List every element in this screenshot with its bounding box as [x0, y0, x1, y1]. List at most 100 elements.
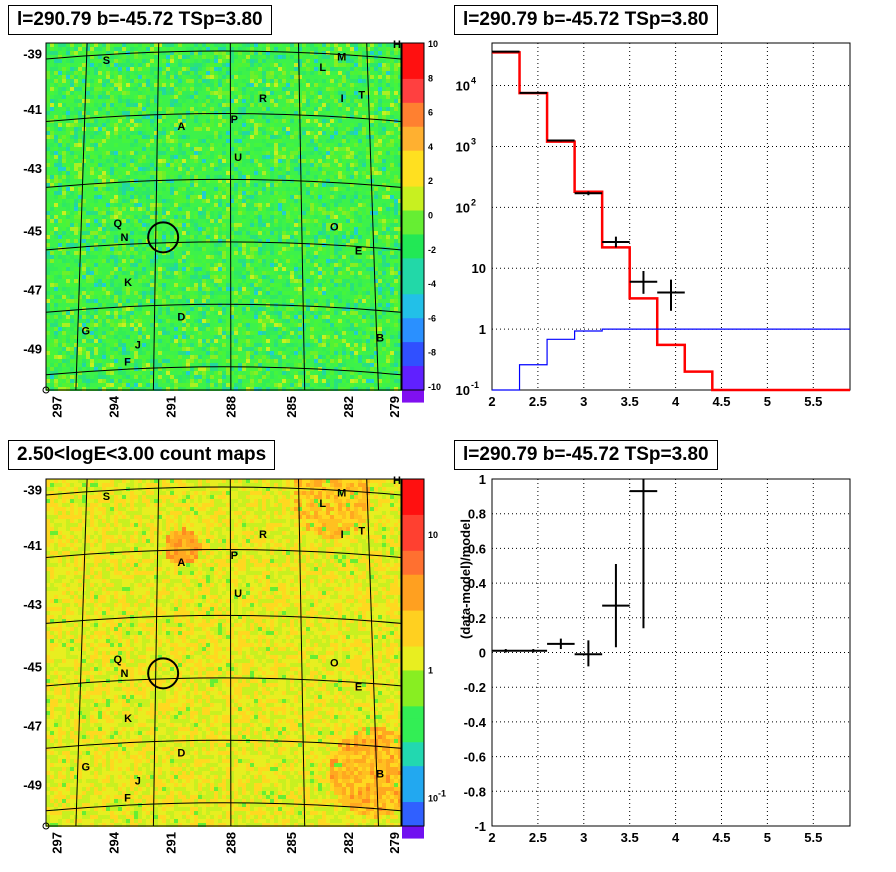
map-top-pixel: [394, 263, 398, 267]
map-top-pixel: [274, 187, 278, 191]
map-top-pixel: [278, 95, 282, 99]
map-top-pixel: [58, 111, 62, 115]
map-top-pixel: [66, 195, 70, 199]
map-top-pixel: [198, 143, 202, 147]
map-top-pixel: [294, 43, 298, 47]
map-top-pixel: [378, 143, 382, 147]
map-top-pixel: [90, 79, 94, 83]
map-top-pixel: [310, 223, 314, 227]
map-top-pixel: [182, 195, 186, 199]
spectrum-title: l=290.79 b=-45.72 TSp=3.80: [454, 5, 718, 35]
map-top-pixel: [210, 171, 214, 175]
map-top-pixel: [62, 75, 66, 79]
map-top-pixel: [386, 215, 390, 219]
map-top-pixel: [394, 235, 398, 239]
map-top-pixel: [310, 119, 314, 123]
map-top-pixel: [350, 115, 354, 119]
map-top-pixel: [50, 171, 54, 175]
map-top-pixel: [234, 203, 238, 207]
map-top-pixel: [214, 139, 218, 143]
map-top-pixel: [182, 59, 186, 63]
map-top-pixel: [102, 139, 106, 143]
map-top-pixel: [182, 171, 186, 175]
map-top-pixel: [318, 99, 322, 103]
map-top-pixel: [126, 107, 130, 111]
map-top-pixel: [190, 107, 194, 111]
map-top-pixel: [334, 203, 338, 207]
map-top-pixel: [242, 143, 246, 147]
map-top-pixel: [50, 175, 54, 179]
map-top-pixel: [342, 79, 346, 83]
map-top-pixel: [166, 247, 170, 251]
map-top-pixel: [222, 215, 226, 219]
map-top-pixel: [246, 87, 250, 91]
map-top-pixel: [202, 215, 206, 219]
map-top-pixel: [222, 175, 226, 179]
map-top-pixel: [310, 139, 314, 143]
map-top-pixel: [134, 143, 138, 147]
map-top-pixel: [138, 91, 142, 95]
map-top-pixel: [166, 91, 170, 95]
map-top-pixel: [318, 151, 322, 155]
map-top-pixel: [254, 191, 258, 195]
map-top-pixel: [378, 111, 382, 115]
map-top-pixel: [114, 107, 118, 111]
map-top-pixel: [186, 227, 190, 231]
map-top-pixel: [358, 223, 362, 227]
map-top-pixel: [170, 255, 174, 259]
map-top-pixel: [186, 195, 190, 199]
map-top-pixel: [110, 247, 114, 251]
map-top-pixel: [90, 151, 94, 155]
map-top-pixel: [46, 147, 50, 151]
map-top-pixel: [114, 199, 118, 203]
map-top-pixel: [186, 111, 190, 115]
map-top-pixel: [234, 51, 238, 55]
map-top-pixel: [322, 47, 326, 51]
map-top-pixel: [234, 79, 238, 83]
map-top-pixel: [178, 139, 182, 143]
map-top-pixel: [66, 43, 70, 47]
map-top-pixel: [82, 115, 86, 119]
map-top-pixel: [190, 51, 194, 55]
map-top-pixel: [294, 119, 298, 123]
map-top-pixel: [294, 59, 298, 63]
map-top-pixel: [398, 235, 402, 239]
map-top-pixel: [138, 143, 142, 147]
map-top-pixel: [94, 199, 98, 203]
map-top-pixel: [370, 75, 374, 79]
map-top-pixel: [306, 167, 310, 171]
map-top-pixel: [182, 107, 186, 111]
map-top-pixel: [178, 135, 182, 139]
map-top-pixel: [114, 63, 118, 67]
map-top-pixel: [262, 79, 266, 83]
map-top-pixel: [122, 255, 126, 259]
map-top-pixel: [118, 63, 122, 67]
map-top-pixel: [314, 63, 318, 67]
map-top-pixel: [70, 51, 74, 55]
map-top-pixel: [386, 203, 390, 207]
map-top-pixel: [310, 255, 314, 259]
map-top-pixel: [210, 51, 214, 55]
map-top-pixel: [102, 239, 106, 243]
map-top-pixel: [134, 183, 138, 187]
map-top-pixel: [234, 191, 238, 195]
map-top-pixel: [170, 135, 174, 139]
map-top-pixel: [102, 215, 106, 219]
map-top-pixel: [98, 95, 102, 99]
map-top-pixel: [182, 183, 186, 187]
map-top-pixel: [126, 219, 130, 223]
map-top-pixel: [142, 251, 146, 255]
map-top-pixel: [190, 231, 194, 235]
map-top-pixel: [66, 203, 70, 207]
map-top-pixel: [182, 211, 186, 215]
map-top-pixel: [242, 219, 246, 223]
map-top-pixel: [110, 171, 114, 175]
map-top-pixel: [170, 95, 174, 99]
map-top-pixel: [114, 59, 118, 63]
map-top-pixel: [282, 183, 286, 187]
map-top-pixel: [378, 91, 382, 95]
map-top-pixel: [102, 63, 106, 67]
map-top-pixel: [222, 59, 226, 63]
map-top-pixel: [218, 47, 222, 51]
map-top-pixel: [162, 183, 166, 187]
